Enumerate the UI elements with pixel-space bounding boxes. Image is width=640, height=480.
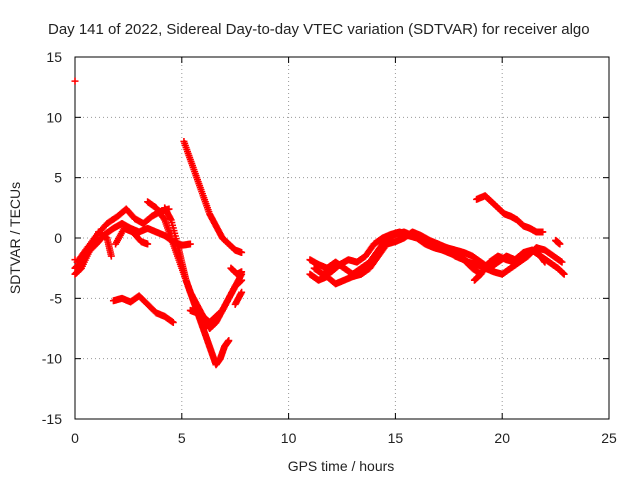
interpolated-point (372, 255, 380, 263)
y-tick-label: 15 (46, 49, 62, 65)
interpolated-point (205, 208, 213, 216)
interpolated-point (237, 290, 245, 298)
interpolated-point (237, 248, 245, 256)
y-axis-label: SDTVAR / TECUs (7, 182, 23, 294)
interpolated-point (173, 237, 181, 245)
interpolated-point (198, 190, 206, 198)
interpolated-point (555, 240, 563, 248)
y-tick-label: -10 (42, 351, 62, 367)
interpolated-point (182, 274, 190, 282)
x-tick-label: 0 (71, 430, 79, 446)
y-tick-label: -15 (42, 411, 62, 427)
x-tick-label: 10 (281, 430, 297, 446)
data-point (71, 256, 79, 264)
interpolated-point (224, 337, 232, 345)
interpolated-point (186, 154, 194, 162)
y-tick-label: 0 (54, 230, 62, 246)
interpolated-point (177, 256, 185, 264)
x-tick-label: 20 (494, 430, 510, 446)
y-tick-label: 10 (46, 109, 62, 125)
interpolated-point (237, 277, 245, 285)
interpolated-point (85, 248, 93, 256)
interpolated-point (166, 215, 174, 223)
y-tick-label: 5 (54, 170, 62, 186)
interpolated-point (538, 228, 546, 236)
grid (75, 57, 609, 419)
axis-ticks: 0 5 10 15 20 25 -15 -10 -5 0 5 10 15 (42, 49, 617, 446)
chart-title: Day 141 of 2022, Sidereal Day-to-day VTE… (48, 21, 590, 38)
interpolated-point (559, 270, 567, 278)
interpolated-point (185, 240, 193, 248)
interpolated-point (237, 268, 245, 276)
interpolated-point (540, 257, 548, 265)
x-tick-label: 5 (178, 430, 186, 446)
x-tick-label: 15 (388, 430, 404, 446)
interpolated-point (557, 257, 565, 265)
interpolated-point (168, 318, 176, 326)
x-tick-label: 25 (601, 430, 617, 446)
data-points (71, 77, 568, 369)
interpolated-point (192, 172, 200, 180)
interpolated-point (101, 222, 109, 230)
interpolated-point (107, 250, 115, 258)
y-tick-label: -5 (50, 290, 63, 306)
interpolated-point (143, 240, 151, 248)
x-axis-label: GPS time / hours (288, 458, 395, 474)
data-point (71, 77, 79, 85)
interpolated-point (159, 213, 167, 221)
